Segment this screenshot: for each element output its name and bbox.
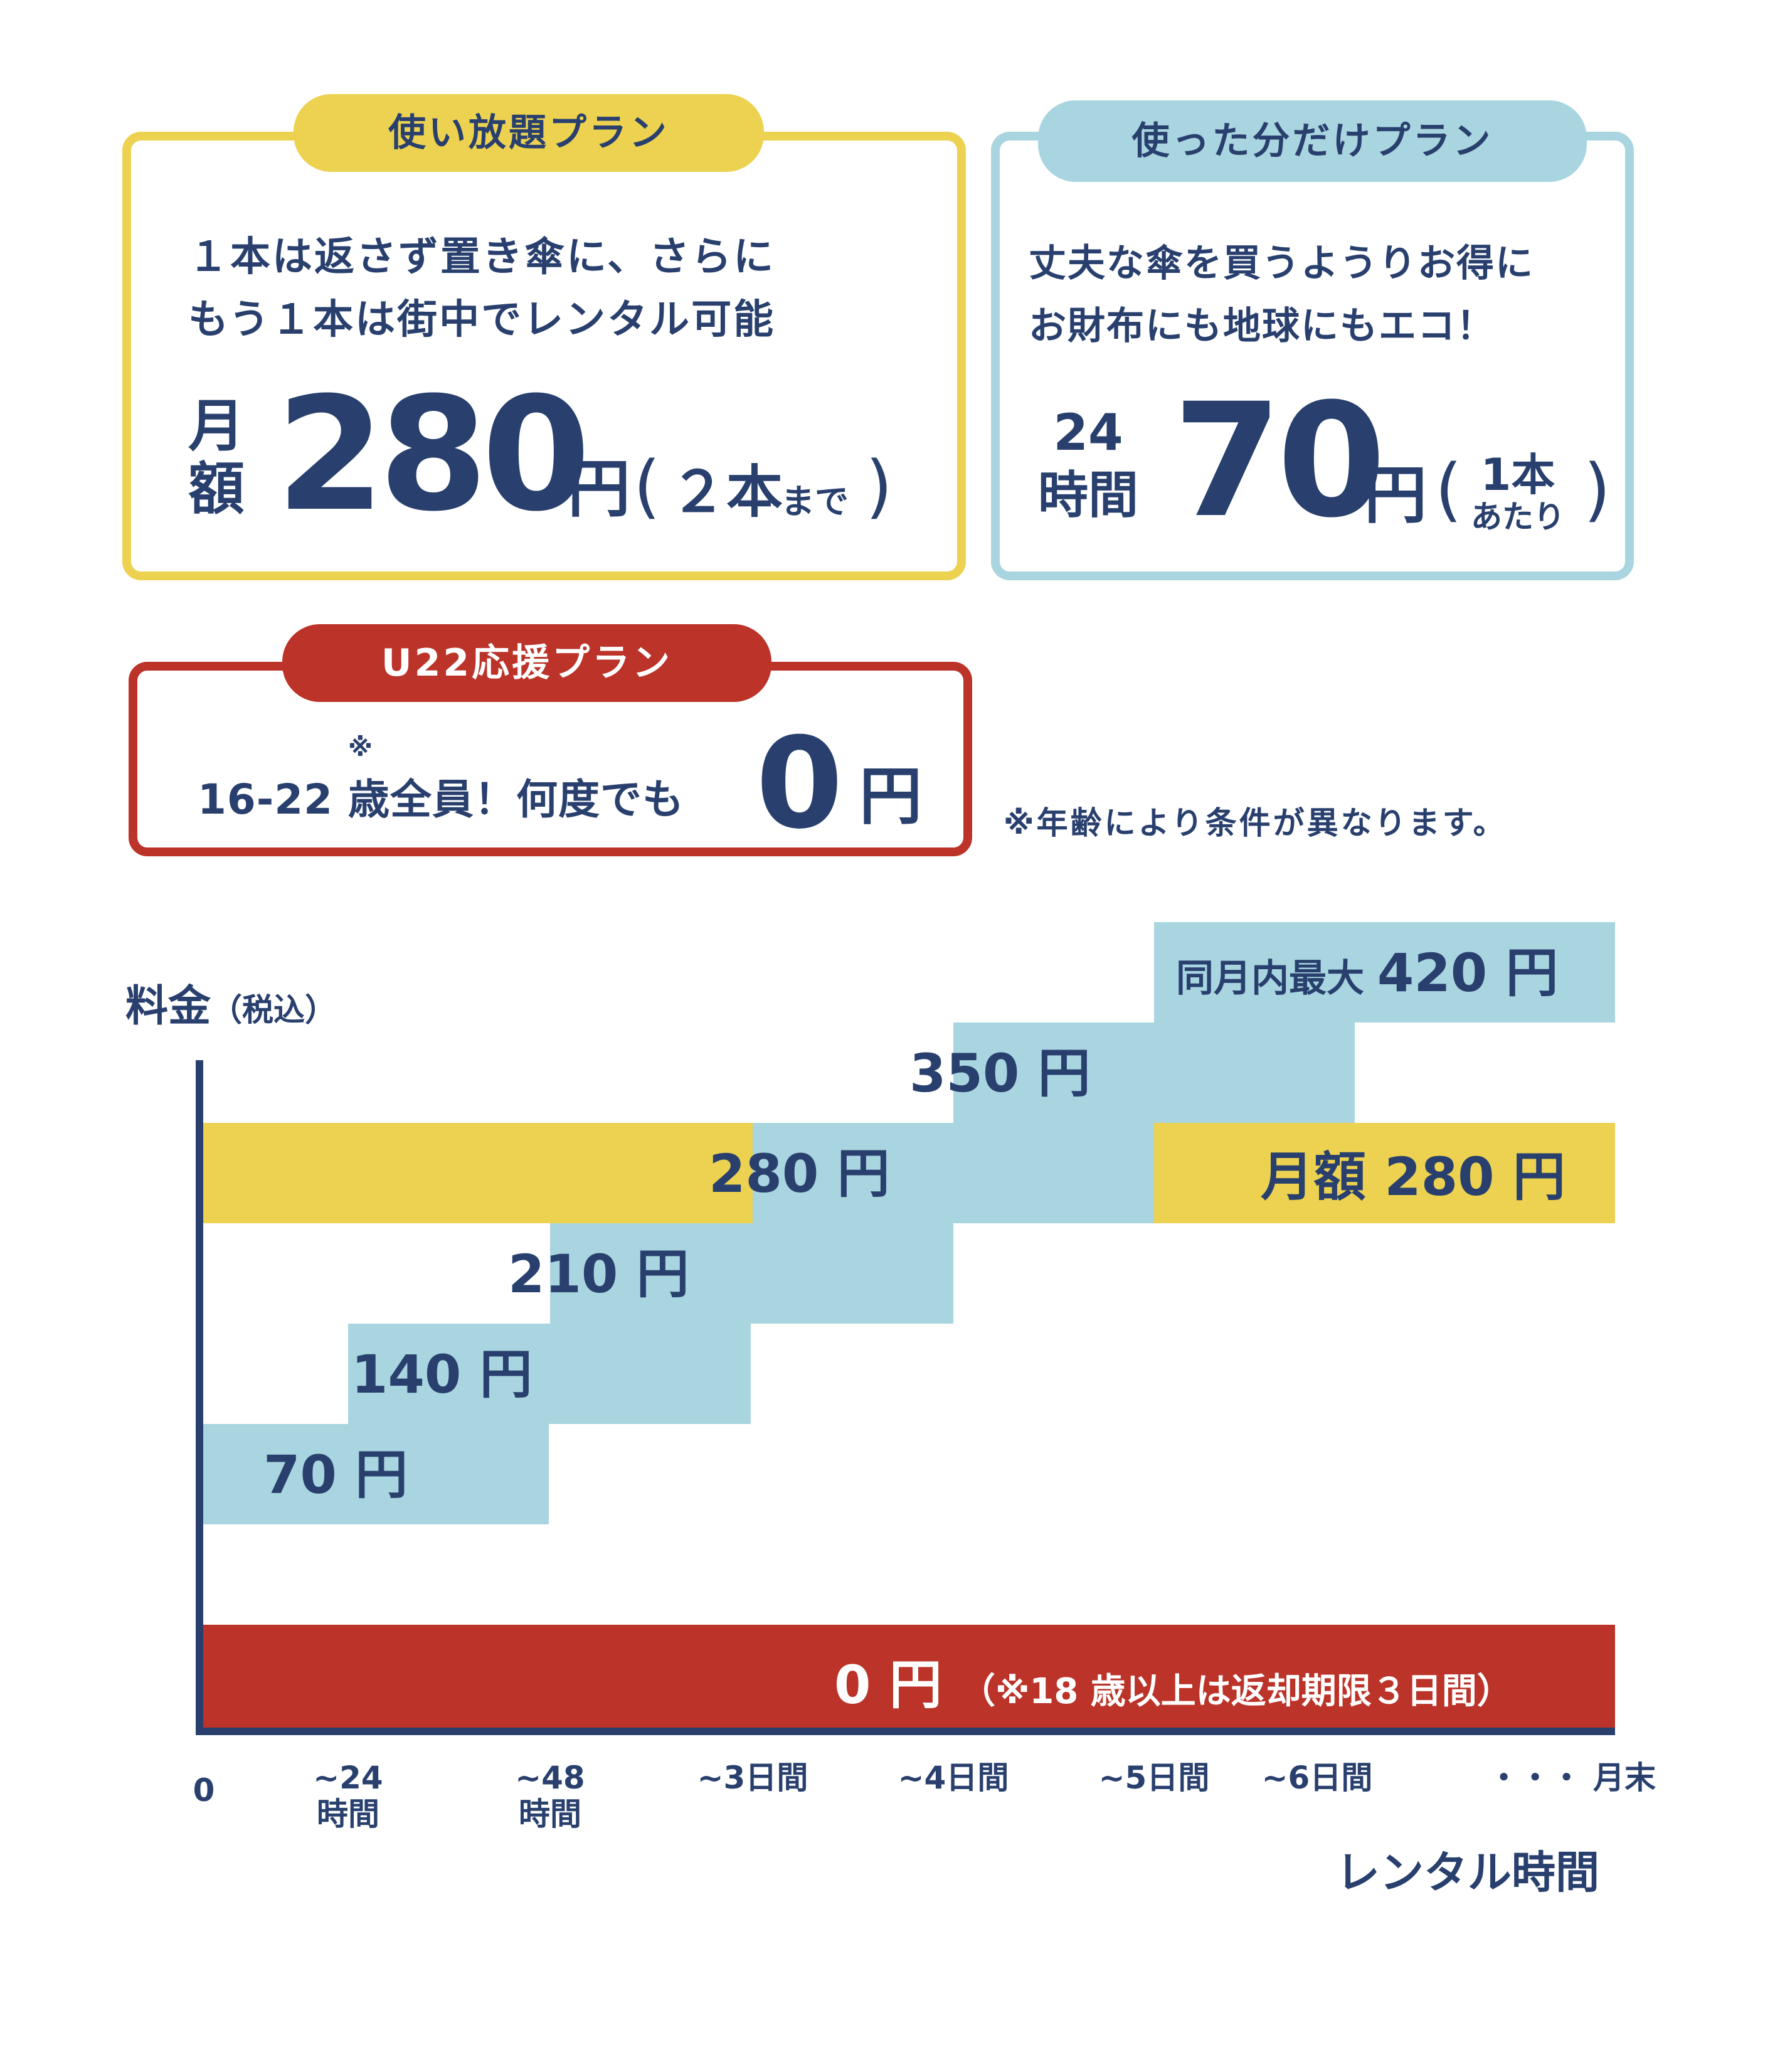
unlimited-plan-description: １本は返さず置き傘に、さらに もう１本は街中でレンタル可能 [188, 226, 775, 351]
u22-free-label: 0 円 （※18 歳以上は返却期限３日間） [834, 1654, 1512, 1716]
payg-yen: 円 [1364, 459, 1427, 532]
payg-prefix-line-1: 24 [1053, 403, 1123, 462]
u22-yen: 円 [859, 760, 922, 833]
unlimited-plan-title: 使い放題プラン [388, 111, 669, 155]
unlimited-desc-line-1: １本は返さず置き傘に、さらに [188, 234, 776, 280]
payg-note-line-1: 1本 [1480, 449, 1555, 501]
payg-step-label: 210 円 [508, 1243, 689, 1305]
x-tick-text: ・・・ 月末 [1488, 1760, 1656, 1796]
payg-paren-open: ( [1435, 449, 1462, 529]
payg-step-bar [1154, 922, 1615, 1023]
x-tick-label: ~6日間 [1229, 1760, 1405, 1796]
u22-plan-title: U22応援プラン [381, 641, 673, 685]
u22-plan-tab: U22応援プラン [282, 624, 771, 702]
unlimited-desc-line-2: もう１本は街中でレンタル可能 [188, 297, 776, 343]
payg-price-prefix: 24 時間 [1038, 401, 1138, 527]
unlimited-price: 280 [276, 363, 591, 546]
x-tick-text: ~3日間 [697, 1760, 808, 1796]
chart-y-axis-label: 料金（税込） [125, 979, 336, 1046]
unlimited-plan-tab: 使い放題プラン [294, 94, 764, 172]
payg-plan-description: 丈夫な傘を買うようりお得に お財布にも地球にもエコ！ [1029, 232, 1534, 358]
chart-ylabel-note: （税込） [211, 992, 337, 1028]
payg-step-bar [753, 1123, 1154, 1223]
unlimited-prefix-line-1: 月 [188, 393, 245, 459]
x-tick-text: ~4日間 [898, 1760, 1009, 1796]
payg-plan-tab: 使った分だけプラン [1038, 100, 1587, 182]
unlimited-paren-close: ) [866, 446, 893, 526]
x-tick-label: ~24 時間 [260, 1760, 436, 1832]
payg-desc-line-2: お財布にも地球にもエコ！ [1029, 304, 1495, 348]
u22-free-band [203, 1625, 1615, 1728]
u22-mark: ※ [348, 733, 373, 762]
payg-paren-close: ) [1584, 449, 1611, 529]
x-tick-text: 時間 [519, 1796, 581, 1832]
unlimited-yen: 円 [568, 452, 630, 526]
chart-ylabel: 料金 [125, 982, 211, 1031]
x-tick-label: ・・・ 月末 [1455, 1760, 1656, 1796]
payg-plan-card [991, 132, 1634, 580]
x-tick-text: ~6日間 [1261, 1760, 1373, 1796]
unlimited-price-prefix: 月 額 [188, 395, 245, 521]
payg-note: 1本 あたり [1471, 450, 1565, 534]
payg-step-bar [550, 1223, 953, 1324]
unlimited-note: ２本 [670, 459, 783, 525]
payg-step-label: 280 円 [709, 1143, 890, 1204]
x-tick-text: 0 [193, 1772, 215, 1809]
chart-x-axis-label: レンタル時間 [1336, 1847, 1599, 1898]
payg-price: 70 [1173, 369, 1386, 552]
payg-plan-title: 使った分だけプラン [1131, 119, 1493, 163]
payg-step-label: 同月内最大 420 円 [1176, 942, 1558, 1004]
unlimited-paren-open: ( [633, 446, 660, 526]
payg-step-label: 350 円 [909, 1043, 1091, 1104]
payg-step-bar [953, 1023, 1355, 1123]
x-tick-label: ~3日間 [665, 1760, 840, 1796]
payg-prefix-line-2: 時間 [1038, 466, 1138, 524]
unlimited-plan-card [122, 132, 966, 580]
unlimited-note-small: まで [781, 482, 849, 521]
x-tick-text: ~24 [313, 1760, 383, 1796]
x-tick-label: ~4日間 [866, 1760, 1041, 1796]
unlimited-prefix-line-2: 額 [188, 456, 245, 522]
payg-note-line-2: あたり [1471, 499, 1565, 535]
payg-step-bar [203, 1424, 549, 1524]
u22-text: 16-22 歳全員！何度でも [198, 775, 685, 824]
x-tick-text: ~5日間 [1098, 1760, 1210, 1796]
monthly-flat-label: 月額 280 円 [1261, 1146, 1565, 1208]
payg-step-label: 140 円 [351, 1344, 532, 1405]
x-tick-label: 0 [188, 1772, 220, 1809]
u22-price: 0 [756, 711, 844, 857]
payg-desc-line-1: 丈夫な傘を買うようりお得に [1029, 242, 1534, 285]
payg-step-label: 70 円 [263, 1444, 408, 1506]
payg-step-bar [348, 1324, 751, 1424]
x-tick-label: ~5日間 [1066, 1760, 1242, 1796]
x-tick-text: 時間 [317, 1796, 379, 1832]
age-footnote: ※年齢により条件が異なります。 [1004, 805, 1507, 841]
x-tick-text: ~48 [515, 1760, 585, 1796]
x-tick-label: ~48 時間 [462, 1760, 638, 1832]
